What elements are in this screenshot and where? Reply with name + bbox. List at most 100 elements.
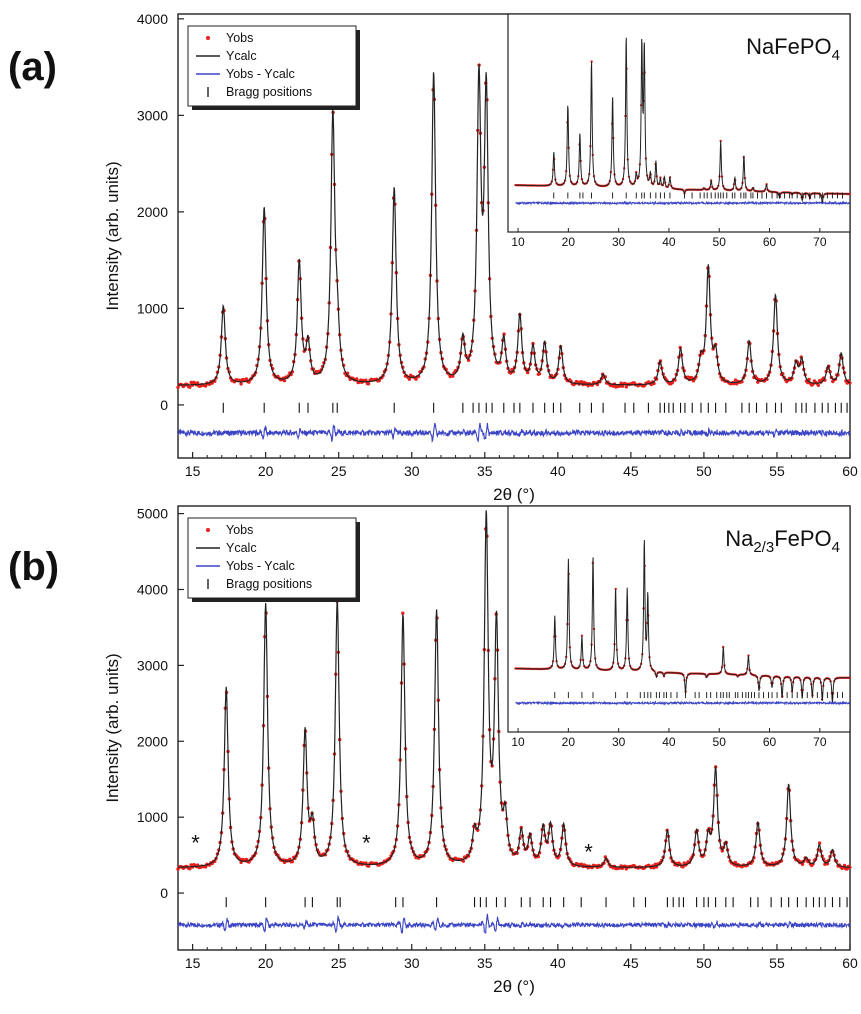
yobs-point <box>624 385 628 389</box>
y-tick-label: 0 <box>160 397 168 413</box>
yobs-point <box>203 384 208 388</box>
bragg-positions <box>222 402 848 413</box>
y-axis-label: Intensity (arb. units) <box>103 653 122 802</box>
yobs-point <box>817 841 822 845</box>
yobs-point <box>619 381 623 385</box>
yobs-point <box>845 867 849 871</box>
formula-tail-subscript: 4 <box>832 539 840 556</box>
yobs-point <box>579 380 584 384</box>
x-tick-label: 30 <box>404 463 420 479</box>
yobs-point <box>733 860 738 865</box>
x-tick-label: 55 <box>769 955 785 971</box>
inset-x-tick-label: 30 <box>612 735 626 749</box>
x-tick-label: 60 <box>842 955 858 971</box>
legend-box <box>187 25 357 107</box>
inset-bragg-positions <box>553 192 843 199</box>
inset-x-tick-label: 10 <box>511 735 525 749</box>
x-tick-label: 35 <box>477 955 493 971</box>
inset-x-tick-label: 70 <box>813 235 827 249</box>
yobs-point <box>189 380 193 385</box>
inset-frame <box>507 13 851 233</box>
ycalc-line <box>178 64 851 386</box>
inset-x-tick-label: 50 <box>713 735 727 749</box>
panel-b: (b) 15 20 25 30 35 40 45 50 55 60 0 1000 2000 3000 4000… <box>8 505 858 996</box>
legend-entry-label: Ycalc <box>226 541 257 555</box>
formula-base: Na <box>725 526 754 551</box>
bragg-positions <box>225 897 848 908</box>
yobs-point <box>239 382 243 386</box>
panel-label: (a) <box>8 45 57 89</box>
inset-frame <box>507 505 851 733</box>
legend-entry-label: Ycalc <box>226 49 257 63</box>
x-tick-label: 35 <box>477 463 493 479</box>
yobs-point <box>203 865 208 869</box>
yobs-point <box>816 383 820 387</box>
legend-entry-label: Yobs - Ycalc <box>226 67 295 81</box>
x-tick-label: 45 <box>623 955 639 971</box>
inset-difference-line <box>515 200 851 206</box>
inset-bragg-positions <box>554 692 843 699</box>
impurity-marker: * <box>584 840 593 865</box>
x-tick-label: 15 <box>185 955 201 971</box>
compound-formula: Na2/3FePO4 <box>725 526 840 556</box>
x-tick-label: 40 <box>550 955 566 971</box>
inset-ycalc-line <box>515 37 850 205</box>
y-tick-label: 3000 <box>137 657 168 673</box>
formula-base: NaFePO <box>746 34 832 59</box>
inset-x-tick-label: 30 <box>612 235 626 249</box>
yobs-point <box>188 385 192 389</box>
yobs-point <box>188 867 192 871</box>
legend: Yobs Ycalc Yobs - Ycalc Bragg positions <box>187 517 360 602</box>
panel-label: (b) <box>8 545 59 589</box>
formula-subscript: 4 <box>832 47 840 64</box>
formula-subscript: 2/3 <box>753 539 774 556</box>
legend-entry-label: Bragg positions <box>226 577 312 591</box>
legend: Yobs Ycalc Yobs - Ycalc Bragg positions <box>187 25 360 110</box>
yobs-point <box>407 377 412 381</box>
ycalc-line <box>178 510 850 868</box>
legend-entry-label: Yobs <box>226 523 253 537</box>
impurity-marker: * <box>362 831 371 856</box>
legend-box <box>187 517 357 599</box>
y-tick-label: 0 <box>160 885 168 901</box>
x-tick-label: 20 <box>258 955 274 971</box>
y-tick-label: 1000 <box>137 809 168 825</box>
inset-x-tick-label: 40 <box>662 235 676 249</box>
x-tick-label: 40 <box>550 463 566 479</box>
inset-x-tick-label: 40 <box>662 735 676 749</box>
yobs-point <box>733 378 738 382</box>
x-axis-label: 2θ (°) <box>493 977 535 996</box>
x-tick-label: 55 <box>769 463 785 479</box>
difference-line <box>177 422 851 444</box>
yobs-point <box>366 382 371 386</box>
yobs-point <box>800 862 805 866</box>
inset-plot: 10 20 30 40 50 60 70 <box>507 13 852 249</box>
legend-yobs-symbol <box>206 36 210 40</box>
formula-tail: FePO <box>774 526 831 551</box>
x-tick-label: 25 <box>331 955 347 971</box>
yobs-point <box>681 865 685 869</box>
y-tick-label: 4000 <box>137 11 168 27</box>
yobs-point <box>451 374 455 378</box>
x-tick-label: 50 <box>696 955 712 971</box>
x-tick-label: 50 <box>696 463 712 479</box>
yobs-point <box>247 380 251 384</box>
legend-entry-label: Yobs <box>226 31 253 45</box>
legend-entry-label: Yobs - Ycalc <box>226 559 295 573</box>
inset-ycalc-line <box>515 539 850 704</box>
yobs-point <box>244 377 249 381</box>
inset-x-tick-label: 60 <box>763 735 777 749</box>
yobs-point <box>526 370 530 375</box>
y-tick-label: 5000 <box>137 506 168 522</box>
y-tick-label: 2000 <box>137 733 168 749</box>
y-axis-label: Intensity (arb. units) <box>103 161 122 310</box>
x-tick-label: 45 <box>623 463 639 479</box>
x-tick-label: 15 <box>185 463 201 479</box>
yobs-point <box>282 379 287 383</box>
yobs-point <box>537 372 542 376</box>
inset-x-tick-label: 60 <box>763 235 777 249</box>
y-tick-label: 2000 <box>137 204 168 220</box>
inset-difference-line <box>515 700 851 706</box>
yobs-point <box>366 864 371 868</box>
x-tick-label: 60 <box>842 463 858 479</box>
